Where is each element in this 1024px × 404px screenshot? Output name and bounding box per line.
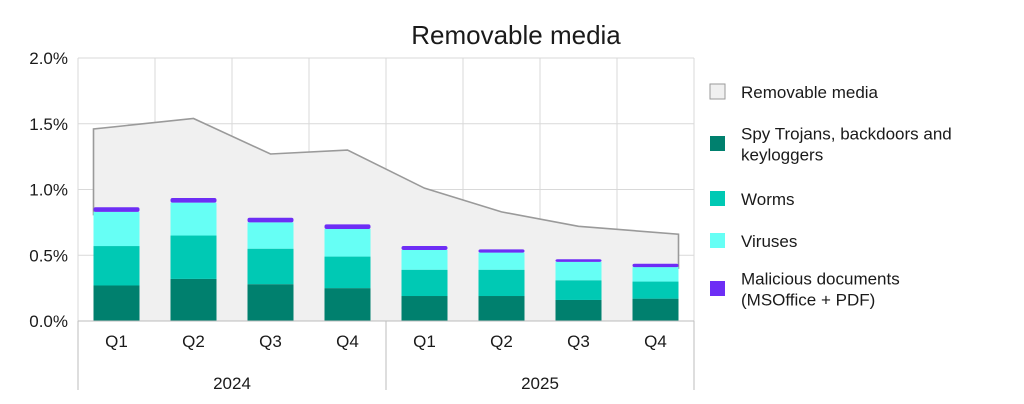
bar-segment (401, 246, 448, 250)
bar-segment (478, 296, 525, 321)
y-tick-label: 2.0% (29, 49, 68, 68)
bar-segment (324, 224, 371, 229)
bar-segment (170, 202, 217, 236)
bar-segment (401, 269, 448, 297)
bar-segment (632, 263, 679, 268)
bar-segment (170, 278, 217, 321)
bar-segment (170, 235, 217, 279)
bar-segment (555, 261, 602, 281)
legend-label: Removable media (741, 83, 879, 102)
x-tick-label: Q4 (336, 332, 359, 351)
bar-segment (93, 285, 140, 321)
y-tick-label: 1.0% (29, 181, 68, 200)
x-tick-label: Q2 (490, 332, 513, 351)
legend-swatch (710, 191, 725, 206)
axes: 0.0% 0.5% 1.0% 1.5% 2.0% Q1 Q2 Q3 Q4 Q1 Q2 Q3 Q4 2024… (29, 49, 695, 393)
x-tick-label: Q3 (567, 332, 590, 351)
group-label: 2025 (521, 374, 559, 393)
bar-segment (401, 296, 448, 321)
bar-segment (632, 281, 679, 299)
bar-segment (555, 280, 602, 300)
y-tick-label: 0.5% (29, 246, 68, 265)
bar-segment (247, 222, 294, 249)
y-tick-label: 0.0% (29, 312, 68, 331)
bar-segment (93, 207, 140, 212)
legend-label: Worms (741, 190, 795, 209)
bar-segment (632, 267, 679, 282)
chart-title: Removable media (411, 20, 621, 50)
area-fill (93, 118, 679, 322)
bar-segment (632, 298, 679, 321)
x-tick-label: Q3 (259, 332, 282, 351)
x-tick-label: Q4 (644, 332, 667, 351)
legend-swatch (710, 233, 725, 248)
legend-label: Spy Trojans, backdoors and (741, 125, 952, 144)
legend-swatch (710, 136, 725, 151)
x-tick-label: Q1 (413, 332, 436, 351)
removable-media-area (92, 117, 680, 322)
bar-segment (324, 288, 371, 321)
legend-swatch (709, 83, 726, 100)
legend-label: Viruses (741, 232, 797, 251)
group-label: 2024 (213, 374, 251, 393)
bar-segment (247, 248, 294, 285)
bar-segment (93, 211, 140, 247)
legend-label: keyloggers (741, 146, 823, 165)
area-line (92, 117, 680, 269)
x-tick-label: Q2 (182, 332, 205, 351)
bar-segment (478, 249, 525, 253)
bar-segment (555, 259, 602, 262)
bar-segment (247, 284, 294, 321)
legend-label: Malicious documents (741, 270, 900, 289)
x-tick-label: Q1 (105, 332, 128, 351)
legend-label: (MSOffice + PDF) (741, 291, 875, 310)
legend: Removable media Spy Trojans, backdoors an… (709, 83, 952, 310)
bar-segment (324, 228, 371, 257)
legend-swatch (710, 281, 725, 296)
bar-segment (93, 246, 140, 286)
bars (93, 198, 679, 321)
y-tick-label: 1.5% (29, 115, 68, 134)
bar-segment (401, 249, 448, 270)
bar-segment (324, 256, 371, 289)
bar-segment (478, 269, 525, 297)
bar-segment (555, 299, 602, 321)
bar-segment (247, 217, 294, 223)
bar-segment (478, 252, 525, 270)
bar-segment (170, 198, 217, 203)
